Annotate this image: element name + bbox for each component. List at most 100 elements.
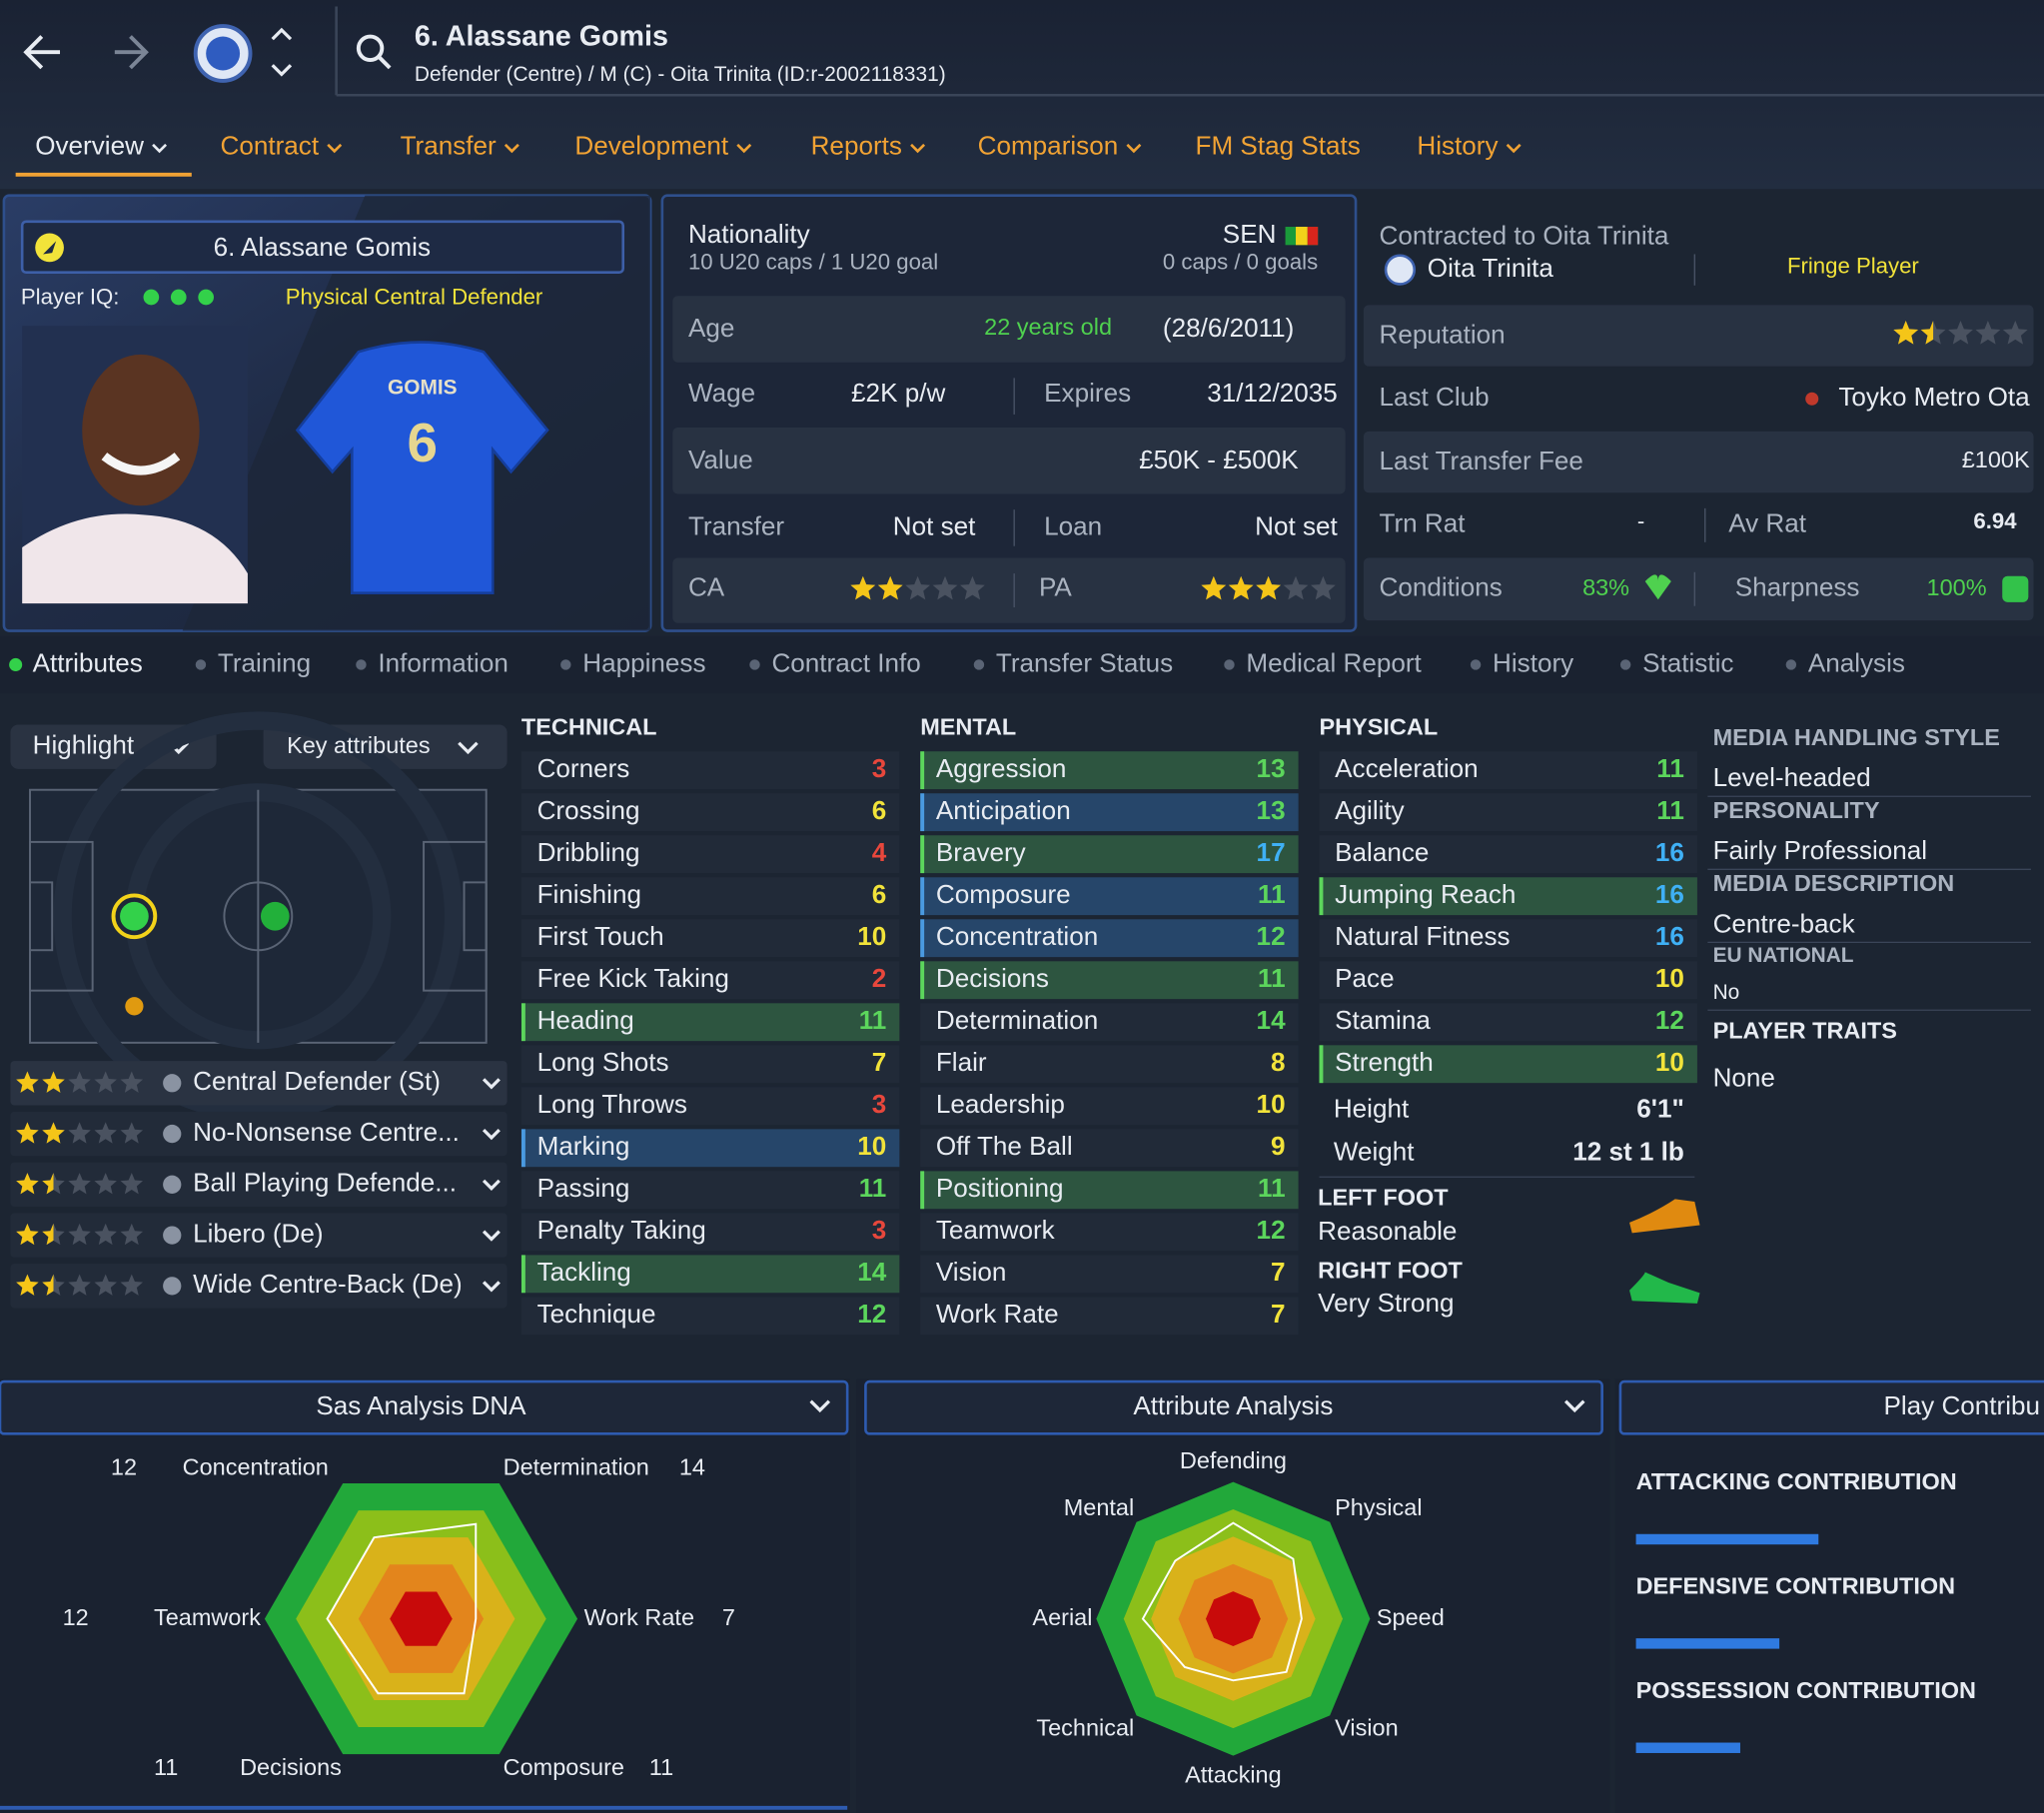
role-row[interactable] (10, 1061, 508, 1106)
attribute-name: Bravery (936, 837, 1026, 867)
role-row[interactable] (10, 1213, 508, 1258)
sub-tab[interactable]: Statistic (1642, 647, 1733, 677)
analysis-header[interactable] (864, 1379, 1603, 1435)
photo-shirt (22, 513, 248, 604)
radar-value: 11 (649, 1754, 673, 1780)
radar-label: Technical (1036, 1715, 1134, 1741)
nav-tab[interactable]: Overview (35, 130, 144, 160)
nav-tab[interactable]: FM Stag Stats (1196, 130, 1361, 160)
nav-tab[interactable]: Transfer (401, 130, 497, 160)
star-filled (1920, 320, 1934, 345)
info-value: None (1713, 1062, 1775, 1092)
attribute-value: 3 (872, 753, 887, 783)
attribute-name: Free Kick Taking (537, 963, 729, 993)
player-switch[interactable] (271, 27, 293, 77)
nav-tab[interactable]: Comparison (978, 130, 1119, 160)
sub-tab[interactable]: Analysis (1808, 647, 1905, 677)
chevron (482, 1078, 501, 1090)
tab-dot (749, 659, 760, 670)
search-icon[interactable] (356, 34, 385, 62)
star-empty (68, 1071, 91, 1093)
attribute-value: 10 (1655, 963, 1684, 993)
label: Age (688, 313, 734, 343)
attribute-row (520, 1255, 900, 1294)
chevron (482, 1179, 501, 1192)
attribute-name: Finishing (537, 879, 641, 909)
radar-label: Speed (1377, 1604, 1445, 1630)
attribute-name: Leadership (936, 1089, 1065, 1119)
row-bg (672, 427, 1346, 494)
label: 6'1" (1636, 1094, 1684, 1124)
name-box (20, 220, 625, 275)
nav-tab[interactable]: History (1417, 130, 1498, 160)
star-empty (68, 1173, 91, 1195)
info-label: PERSONALITY (1713, 797, 1880, 823)
radar-value: 12 (63, 1604, 89, 1630)
label: Last Transfer Fee (1380, 446, 1583, 475)
attribute-name: Composure (936, 879, 1071, 909)
nav-tab[interactable]: Development (574, 130, 728, 160)
attribute-value: 11 (1656, 795, 1684, 825)
attribute-name: Anticipation (936, 795, 1071, 825)
sub-tab[interactable]: Training (218, 647, 311, 677)
forward-button[interactable] (114, 35, 149, 70)
attribute-name: Long Throws (537, 1089, 687, 1119)
attribute-value: 12 (1257, 1215, 1286, 1245)
info-label: PLAYER TRAITS (1713, 1018, 1897, 1044)
label: Wage (688, 378, 755, 408)
chevron (809, 1399, 1585, 1413)
star-filled (42, 1122, 65, 1144)
flag (1296, 227, 1308, 246)
attribute-row (520, 1129, 900, 1168)
club-badge-inner (206, 36, 241, 71)
sub-tab[interactable]: History (1493, 647, 1573, 677)
radar-label: Determination (504, 1454, 649, 1480)
tab-dot (1470, 659, 1482, 670)
attribute-name: Marking (537, 1131, 630, 1161)
radar-value: 14 (679, 1454, 705, 1480)
iq-dot (143, 289, 160, 306)
label: Sharpness (1735, 572, 1860, 602)
attribute-value: 16 (1655, 879, 1684, 909)
row-bg (672, 557, 1346, 623)
search-icon (378, 56, 392, 70)
role-row[interactable] (10, 1111, 508, 1157)
role-row[interactable] (10, 1162, 508, 1207)
attribute-name: Heading (537, 1005, 634, 1035)
sub-tab[interactable]: Information (378, 647, 508, 677)
position-accomplished (260, 901, 290, 931)
attribute-value: 17 (1257, 837, 1286, 867)
attribute-value: 10 (857, 1131, 886, 1161)
nav-tab[interactable]: Contract (221, 130, 320, 160)
attribute-name: Stamina (1335, 1005, 1431, 1035)
contribution-bar (1635, 1742, 1740, 1753)
attribute-value: 16 (1655, 921, 1684, 951)
info-icon (163, 1074, 182, 1093)
label: RIGHT FOOT (1318, 1258, 1463, 1284)
attribute-value: 14 (1257, 1005, 1287, 1035)
role-name: Ball Playing Defende... (193, 1168, 457, 1198)
sub-tab[interactable]: Happiness (582, 647, 705, 677)
radar-label: Work Rate (584, 1604, 694, 1630)
sub-tab[interactable]: Attributes (33, 647, 143, 677)
attribute-row (920, 1003, 1299, 1042)
attribute-value: 13 (1257, 753, 1286, 783)
dna-header[interactable] (0, 1379, 849, 1435)
star-empty (1948, 320, 1973, 345)
contribution-header[interactable] (1618, 1379, 2044, 1435)
star-filled (1228, 575, 1254, 600)
label: 10 U20 caps / 1 U20 goal (688, 249, 938, 274)
label: Last Club (1380, 382, 1490, 412)
star-empty (960, 575, 985, 600)
sub-tab[interactable]: Contract Info (771, 647, 920, 677)
label: Av Rat (1728, 508, 1807, 538)
sub-tab[interactable]: Transfer Status (996, 647, 1173, 677)
sub-tab[interactable]: Medical Report (1246, 647, 1422, 677)
pitch-line (463, 881, 488, 952)
role-row[interactable] (10, 1264, 508, 1309)
back-button[interactable] (23, 35, 61, 70)
attribute-value: 7 (1271, 1299, 1286, 1329)
label: 6.94 (1973, 508, 2017, 533)
dropdown-label: Key attributes (287, 732, 431, 758)
nav-tab[interactable]: Reports (811, 130, 902, 160)
